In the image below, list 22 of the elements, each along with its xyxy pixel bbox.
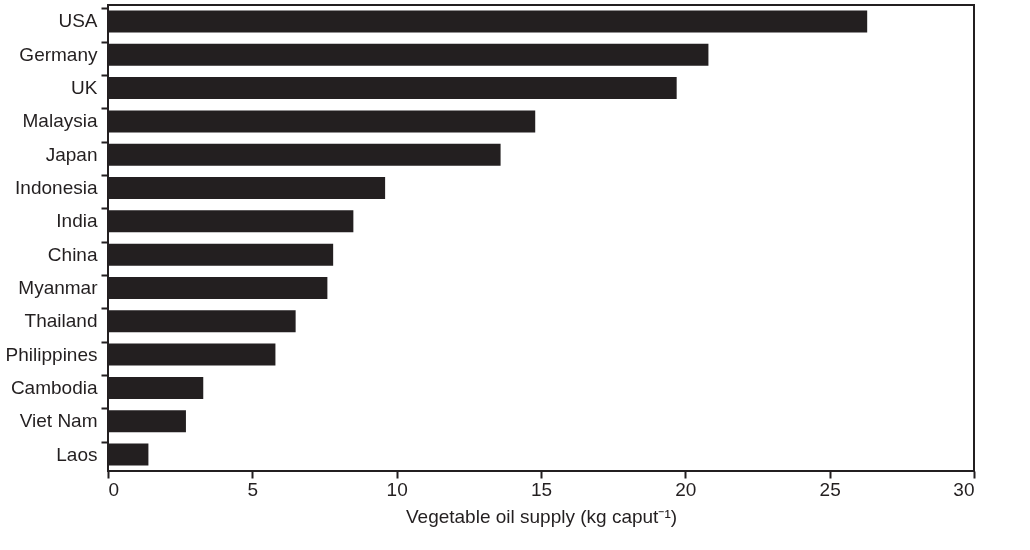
x-tick-label: 20 [675,478,697,500]
y-tick-label: Thailand [24,310,98,332]
y-tick-label: Indonesia [15,177,98,199]
y-tick-label: USA [58,10,98,32]
y-tick-label: India [56,210,98,232]
x-tick-label: 15 [530,478,553,500]
y-tick-label: Cambodia [10,376,98,398]
x-tick-label: 5 [247,478,259,500]
y-tick-label: Myanmar [18,276,99,298]
y-tick-label: Viet Nam [19,410,98,432]
y-tick-label: Germany [19,43,98,65]
x-tick-label: 10 [386,478,408,500]
y-tick-label: Japan [45,143,98,165]
y-tick-label: UK [71,77,98,99]
x-tick-label: 25 [819,478,841,500]
x-tick-label: 30 [953,478,975,500]
x-tick-label: 0 [108,478,120,500]
y-tick-label: China [47,243,98,265]
x-axis-title: Vegetable oil supply (kg caput⁻¹) [405,505,678,527]
y-tick-label: Malaysia [22,110,98,132]
y-tick-label: Philippines [5,343,98,365]
y-tick-label: Laos [56,443,98,465]
